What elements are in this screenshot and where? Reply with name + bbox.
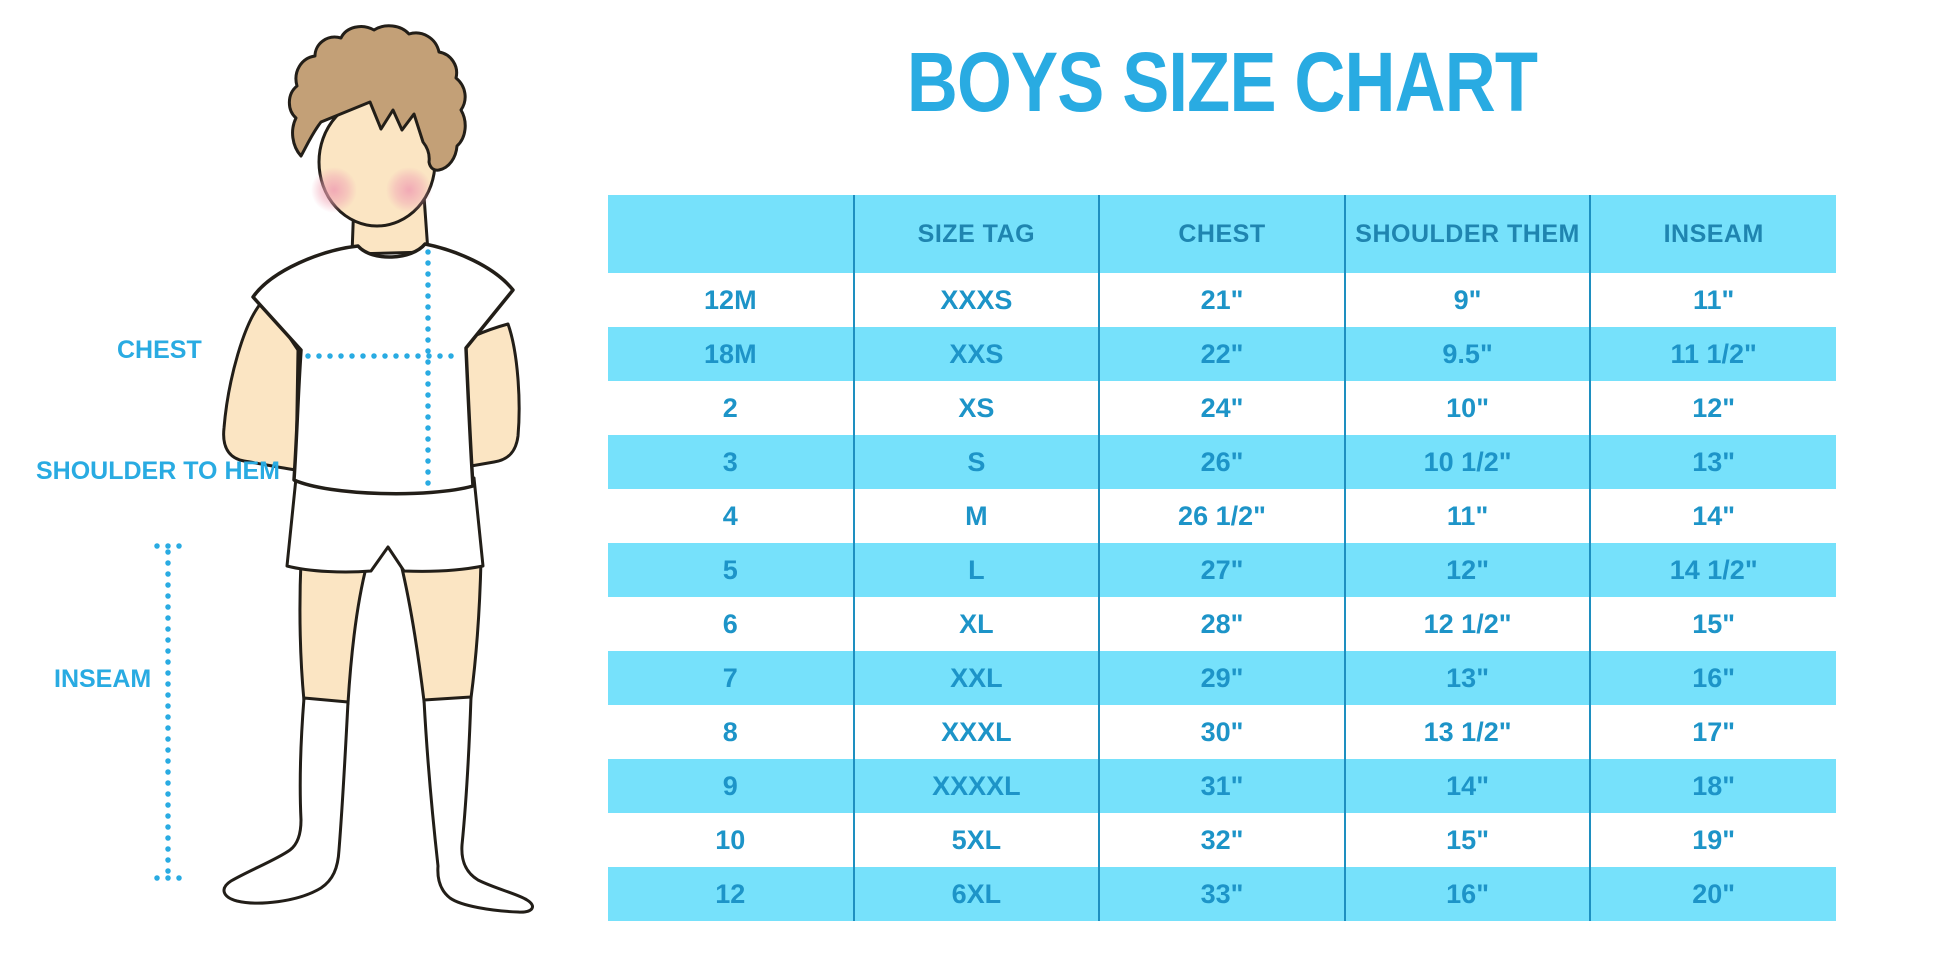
right-cheek: [386, 167, 432, 213]
table-cell: 13": [1344, 651, 1592, 705]
table-cell: 30": [1099, 705, 1346, 759]
table-cell: 26": [1099, 435, 1346, 489]
table-cell: 6: [608, 597, 855, 651]
table-row: 7 XXL 29" 13" 16": [608, 651, 1836, 705]
table-cell: 5XL: [853, 813, 1101, 867]
table-row: 12 6XL 33" 16" 20": [608, 867, 1836, 921]
left-sock: [222, 696, 350, 905]
table-cell: XL: [853, 597, 1101, 651]
table-cell: 16": [1344, 867, 1592, 921]
table-cell: 31": [1099, 759, 1346, 813]
page-title: BOYS SIZE CHART: [906, 34, 1538, 129]
table-cell: 24": [1099, 381, 1346, 435]
table-cell: XXS: [853, 327, 1101, 381]
table-cell: 10: [608, 813, 855, 867]
right-sock: [422, 695, 534, 914]
table-cell: 17": [1692, 716, 1736, 747]
table-cell: 18M: [608, 327, 855, 381]
table-cell: 12: [608, 867, 855, 921]
table-cell: XXXL: [853, 705, 1101, 759]
table-cell: XXXS: [853, 273, 1101, 327]
table-cell: S: [853, 435, 1101, 489]
table-cell: 14": [1344, 759, 1592, 813]
table-cell: 15": [1692, 608, 1736, 639]
table-row: 12M XXXS 21" 9" 11": [608, 273, 1836, 327]
table-cell: 12M: [608, 273, 855, 327]
table-cell: 11": [1693, 284, 1735, 315]
table-cell: 15": [1344, 813, 1592, 867]
table-row: 5 L 27" 12" 14 1/2": [608, 543, 1836, 597]
col-header-size: [608, 195, 855, 273]
table-cell: 11 1/2": [1590, 327, 1836, 381]
col-header-shoulder: SHOULDER THEM: [1344, 195, 1592, 273]
table-cell: 5: [608, 543, 855, 597]
table-cell: 8: [608, 705, 855, 759]
table-cell: 29": [1099, 651, 1346, 705]
table-cell: 26 1/2": [1099, 489, 1346, 543]
table-cell: 14 1/2": [1590, 543, 1836, 597]
table-cell: 18": [1590, 759, 1836, 813]
table-cell: XXXXL: [853, 759, 1101, 813]
table-cell: 16": [1590, 651, 1836, 705]
table-row: 2 XS 24" 10" 12": [608, 381, 1836, 435]
col-header-size-tag: SIZE TAG: [853, 195, 1101, 273]
table-cell: 22": [1099, 327, 1346, 381]
hair: [287, 24, 467, 172]
table-row: 4 M 26 1/2" 11" 14": [608, 489, 1836, 543]
table-row: 18M XXS 22" 9.5" 11 1/2": [608, 327, 1836, 381]
table-header-row: SIZE TAG CHEST SHOULDER THEM INSEAM: [608, 195, 1836, 273]
table-cell: 3: [608, 435, 855, 489]
table-row: 6 XL 28" 12 1/2" 15": [608, 597, 1836, 651]
col-header-inseam: INSEAM: [1590, 195, 1836, 273]
left-thigh: [298, 558, 369, 705]
table-cell: 33": [1099, 867, 1346, 921]
table-cell: 13 1/2": [1344, 705, 1592, 759]
table-cell: M: [853, 489, 1101, 543]
table-cell: 12": [1692, 392, 1736, 423]
table-cell: 28": [1099, 597, 1346, 651]
table-cell: L: [853, 543, 1101, 597]
table-row: 8 XXXL 30" 13 1/2" 17": [608, 705, 1836, 759]
table-cell: 13": [1590, 435, 1836, 489]
table-cell: 20": [1590, 867, 1836, 921]
table-cell: 7: [608, 651, 855, 705]
col-header-chest: CHEST: [1099, 195, 1346, 273]
inseam-label: INSEAM: [54, 665, 152, 693]
table-cell: 32": [1099, 813, 1346, 867]
table-cell: 12 1/2": [1344, 597, 1592, 651]
table-cell: 11": [1344, 489, 1592, 543]
table-cell: XS: [853, 381, 1101, 435]
table-cell: 21": [1099, 273, 1346, 327]
table-cell: 9: [608, 759, 855, 813]
table-row: 9 XXXXL 31" 14" 18": [608, 759, 1836, 813]
table-cell: 4: [608, 489, 855, 543]
shoulder-to-hem-label: SHOULDER TO HEM: [36, 457, 280, 485]
inseam-measure-line: [154, 543, 193, 881]
table-cell: 9": [1344, 273, 1592, 327]
table-cell: 19": [1692, 824, 1736, 855]
table-cell: 27": [1099, 543, 1346, 597]
size-table-body: 12M XXXS 21" 9" 11" 18M XXS 22" 9.5" 11 1/2" 2 XS 24…: [608, 273, 1836, 921]
table-cell: 12": [1344, 543, 1592, 597]
tshirt: [251, 242, 515, 496]
table-cell: 9.5": [1344, 327, 1592, 381]
size-table: SIZE TAG CHEST SHOULDER THEM INSEAM 12M X…: [608, 195, 1836, 921]
table-cell: XXL: [853, 651, 1101, 705]
table-cell: 14": [1692, 500, 1736, 531]
table-cell: 10": [1344, 381, 1592, 435]
table-cell: 2: [608, 381, 855, 435]
table-row: 3 S 26" 10 1/2" 13": [608, 435, 1836, 489]
table-row: 10 5XL 32" 15" 19": [608, 813, 1836, 867]
table-cell: 6XL: [853, 867, 1101, 921]
right-thigh: [399, 558, 483, 703]
chest-label: CHEST: [117, 336, 202, 364]
table-cell: 10 1/2": [1344, 435, 1592, 489]
left-cheek: [311, 167, 357, 213]
boy-illustration: [154, 24, 534, 914]
